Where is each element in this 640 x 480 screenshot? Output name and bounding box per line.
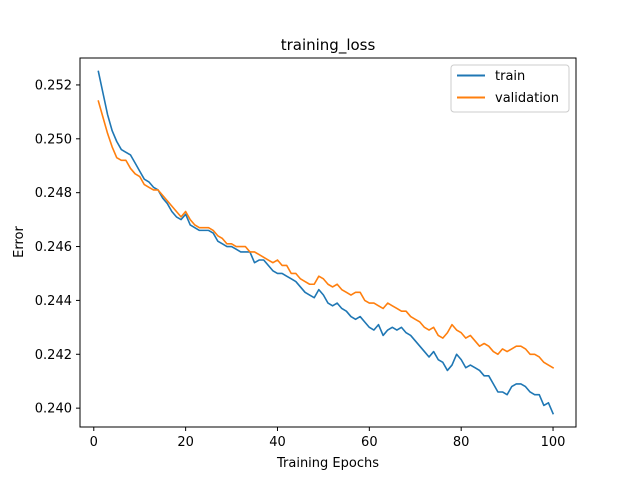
y-tick-label: 0.248: [35, 186, 72, 201]
legend-box: [450, 64, 570, 113]
x-tick-label: 40: [269, 435, 286, 450]
y-tick-label: 0.240: [35, 402, 72, 417]
chart-title: training_loss: [281, 36, 376, 55]
x-tick-label: 80: [453, 435, 470, 450]
series-line-train: [97, 70, 555, 415]
y-axis-label: Error: [12, 226, 27, 258]
legend-label-train: train: [495, 69, 525, 84]
legend: train validation: [450, 64, 570, 113]
series-line-validation: [97, 100, 555, 369]
y-axis: 0.240 0.242 0.244 0.246 0.248 0.250 0.252: [35, 78, 80, 417]
y-tick-label: 0.244: [35, 294, 72, 309]
x-tick-label: 100: [541, 435, 566, 450]
x-tick-label: 60: [361, 435, 378, 450]
x-tick-label: 0: [90, 435, 98, 450]
plot-frame: [79, 57, 577, 428]
x-tick-label: 20: [177, 435, 194, 450]
y-tick-label: 0.246: [35, 240, 72, 255]
plot-background: [80, 58, 576, 427]
x-axis: 0 20 40 60 80 100: [90, 427, 566, 450]
x-axis-label: Training Epochs: [276, 456, 379, 471]
series-layer: [97, 70, 555, 415]
y-tick-label: 0.252: [35, 78, 72, 93]
y-tick-label: 0.242: [35, 348, 72, 363]
legend-label-validation: validation: [495, 91, 559, 106]
y-tick-label: 0.250: [35, 132, 72, 147]
